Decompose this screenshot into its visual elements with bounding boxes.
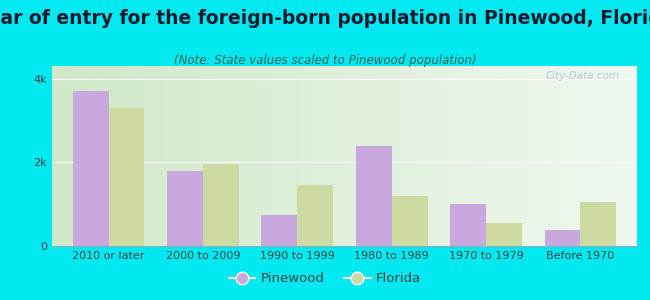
- Bar: [261, 214, 297, 246]
- Bar: [297, 185, 333, 246]
- Bar: [580, 202, 616, 246]
- Bar: [486, 223, 522, 246]
- Bar: [109, 108, 144, 246]
- Bar: [356, 146, 392, 246]
- Bar: [545, 230, 580, 246]
- Bar: [392, 196, 428, 246]
- Bar: [203, 164, 239, 246]
- Bar: [73, 91, 109, 246]
- Bar: [167, 171, 203, 246]
- Text: Year of entry for the foreign-born population in Pinewood, Florida: Year of entry for the foreign-born popul…: [0, 9, 650, 28]
- Text: City-Data.com: City-Data.com: [545, 71, 619, 81]
- Text: (Note: State values scaled to Pinewood population): (Note: State values scaled to Pinewood p…: [174, 54, 476, 67]
- Legend: Pinewood, Florida: Pinewood, Florida: [224, 267, 426, 290]
- Bar: [450, 204, 486, 246]
